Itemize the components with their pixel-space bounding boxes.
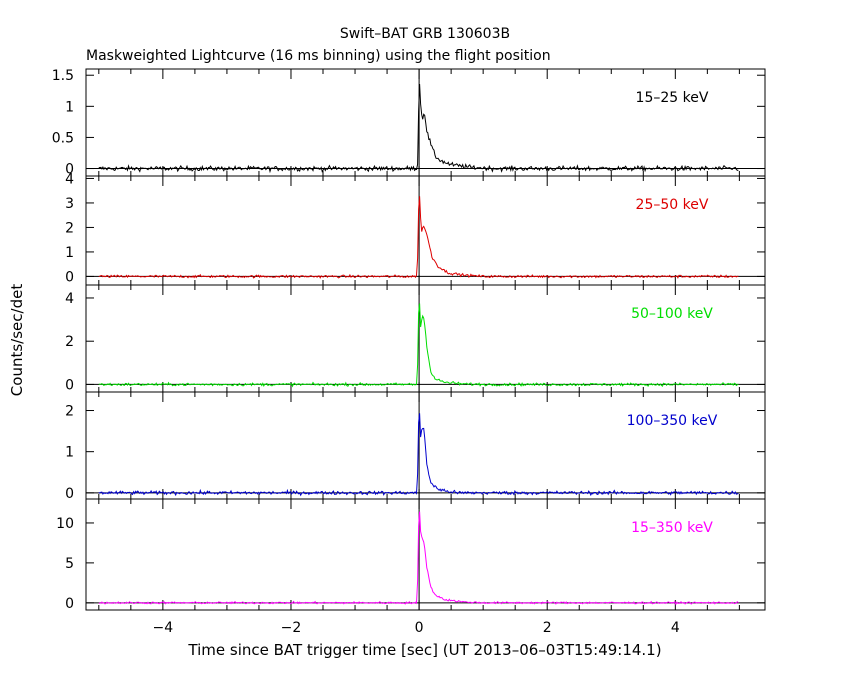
y-tick-label: 1 [65,99,74,115]
band-label: 50–100 keV [631,306,713,322]
panels-group: 0 0.5 1 1.5 15–25 keV 0 1 2 3 4 25–50 keV 0 2 4 50–100… [52,68,766,636]
y-tick-label: 3 [65,196,74,212]
panel-4: 0 1 2 100–350 keV [65,391,766,502]
series-line [98,196,739,279]
x-axis-label: Time since BAT trigger time [sec] (UT 20… [187,641,661,659]
y-tick-label: 0 [65,162,74,178]
y-tick-label: 0 [65,596,74,612]
panel-frame [85,284,766,393]
y-axis-label: Counts/sec/det [8,284,26,397]
chart-title: Swift–BAT GRB 130603B [340,26,510,42]
y-tick-label: 0 [65,269,74,285]
panel-3: 0 2 4 50–100 keV [65,284,766,393]
y-tick-label: 4 [65,291,74,307]
y-tick-label: 0 [65,486,74,502]
panel-1: 0 0.5 1 1.5 15–25 keV [52,68,766,178]
x-tick-label: 2 [543,620,552,636]
y-tick-label: 1 [65,445,74,461]
y-tick-label: 2 [65,220,74,236]
band-label: 100–350 keV [627,413,718,429]
y-tick-label: 4 [65,171,74,187]
y-tick-label: 2 [65,334,74,350]
series-line [98,511,739,606]
band-label: 25–50 keV [636,197,709,213]
band-label: 15–350 keV [631,520,713,536]
y-tick-label: 0.5 [52,130,74,146]
panel-2: 0 1 2 3 4 25–50 keV [65,171,766,286]
y-tick-label: 5 [65,556,74,572]
series-line [98,303,739,388]
y-tick-label: 10 [56,516,74,532]
x-tick-label: 0 [415,620,424,636]
series-line [98,413,739,497]
y-tick-label: 0 [65,377,74,393]
x-tick-label: 4 [671,620,680,636]
panel-frame [85,498,766,611]
series-line [98,83,739,174]
panel-5: 0 5 10 15–350 keV [56,498,766,612]
x-tick-label: −4 [153,620,174,636]
chart-subtitle: Maskweighted Lightcurve (16 ms binning) … [86,48,551,64]
x-tick-label: −2 [281,620,302,636]
y-tick-label: 1.5 [52,68,74,84]
y-tick-label: 1 [65,245,74,261]
y-tick-label: 2 [65,404,74,420]
band-label: 15–25 keV [636,90,709,106]
